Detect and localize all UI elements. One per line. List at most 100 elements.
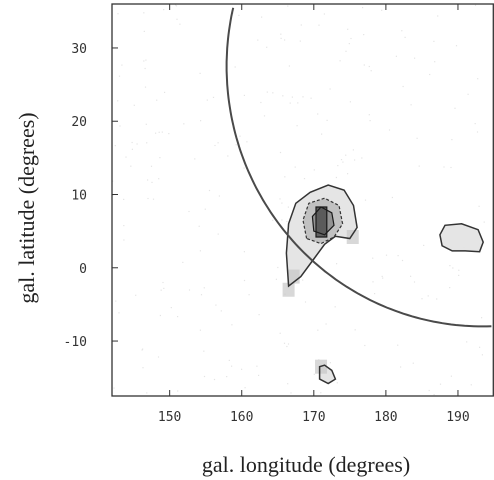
grain-dot	[123, 225, 125, 227]
grain-dot	[119, 125, 121, 127]
grain-dot	[257, 39, 259, 41]
grain-dot	[454, 107, 456, 109]
grain-dot	[291, 96, 293, 98]
grain-dot	[449, 287, 451, 289]
contour-lines	[285, 184, 485, 385]
grain-dot	[402, 85, 404, 88]
grain-dot	[118, 75, 121, 77]
grain-dot	[112, 195, 114, 197]
y-axis-ticks: 30 20 10 0 -10	[64, 42, 118, 350]
grain-dot	[335, 176, 337, 179]
grain-dot	[275, 278, 277, 280]
grain-dot	[481, 317, 483, 319]
grain-dot	[199, 250, 201, 252]
grain-dot	[215, 304, 217, 306]
grain-dot	[135, 294, 137, 296]
grain-dot	[428, 389, 430, 392]
grain-dot	[410, 104, 412, 106]
grain-dot	[287, 343, 290, 345]
grain-dot	[156, 99, 158, 101]
grain-dot	[363, 64, 365, 66]
grain-dot	[199, 72, 201, 74]
contour-line-level-1	[318, 364, 337, 385]
grain-dot	[203, 350, 205, 352]
grain-dot	[263, 115, 266, 117]
grain-dot	[313, 373, 315, 375]
grain-dot	[258, 374, 260, 376]
grain-dot	[455, 45, 458, 47]
grain-dot	[272, 92, 274, 94]
x-axis-ticks: 150 160 170 180 190	[158, 4, 470, 425]
grain-dot	[143, 12, 145, 14]
grain-dot	[147, 179, 149, 181]
grain-dot	[397, 255, 399, 257]
circle-arc	[225, 7, 492, 328]
grain-dot	[163, 9, 165, 11]
grain-dot	[286, 345, 288, 348]
grain-dot	[143, 30, 145, 32]
pixel-square	[346, 230, 359, 245]
grain-dot	[397, 344, 399, 346]
grain-dot	[320, 392, 322, 394]
grain-dot	[228, 359, 230, 361]
grain-dot	[147, 197, 149, 200]
contour-line-level-1	[439, 223, 485, 253]
grain-dot	[401, 259, 404, 262]
grain-dot	[246, 141, 248, 143]
grain-dot	[317, 113, 319, 115]
grain-dot	[296, 125, 298, 127]
grain-dot	[177, 316, 179, 318]
grain-dot	[161, 131, 163, 133]
grain-dot	[142, 348, 144, 350]
grain-dot	[400, 366, 402, 368]
grain-dot	[260, 101, 262, 104]
grain-dot	[203, 375, 206, 378]
grain-dot	[395, 55, 397, 57]
grain-dot	[467, 93, 469, 95]
grain-dot	[162, 281, 164, 284]
grain-dot	[290, 392, 292, 394]
contour-line-level-1	[285, 184, 358, 288]
grain-dot	[279, 332, 281, 334]
grain-dot	[203, 287, 205, 289]
grain-dot	[304, 301, 307, 303]
grain-dot	[349, 101, 351, 103]
plot-frame	[111, 3, 494, 397]
grain-dot	[294, 166, 296, 168]
grain-dot	[145, 59, 147, 61]
grain-dot	[318, 24, 320, 26]
grain-dot	[150, 165, 153, 167]
grain-dot	[217, 233, 219, 235]
grain-dot	[258, 314, 260, 316]
grain-dot	[227, 155, 229, 157]
grain-dot	[243, 251, 245, 253]
grain-dot	[113, 387, 115, 389]
grain-dot	[340, 159, 343, 161]
grain-dot	[483, 221, 485, 223]
grain-dot	[336, 263, 338, 265]
grain-dot	[155, 132, 157, 134]
grain-dot	[429, 73, 431, 76]
grain-dot	[159, 314, 161, 317]
grain-dot	[121, 64, 123, 66]
y-axis-title: gal. latitude (degrees)	[14, 112, 39, 303]
grain-dot	[146, 392, 148, 394]
grain-dot	[243, 279, 246, 282]
grain-dot	[347, 28, 349, 30]
grain-dot	[474, 123, 476, 125]
grain-dot	[458, 269, 460, 271]
grain-dot	[436, 298, 438, 300]
grain-dot	[145, 123, 147, 125]
grain-dot	[182, 261, 184, 263]
grain-dot	[256, 365, 258, 367]
y-tick-label: 0	[79, 262, 87, 277]
grain-dot	[283, 342, 286, 344]
grain-dot	[337, 165, 339, 167]
grain-dot	[206, 99, 208, 101]
grain-dot	[261, 16, 263, 18]
grain-dot	[391, 196, 393, 199]
grain-dot	[288, 65, 290, 67]
grain-dot	[286, 220, 288, 223]
grain-dot	[361, 157, 363, 159]
